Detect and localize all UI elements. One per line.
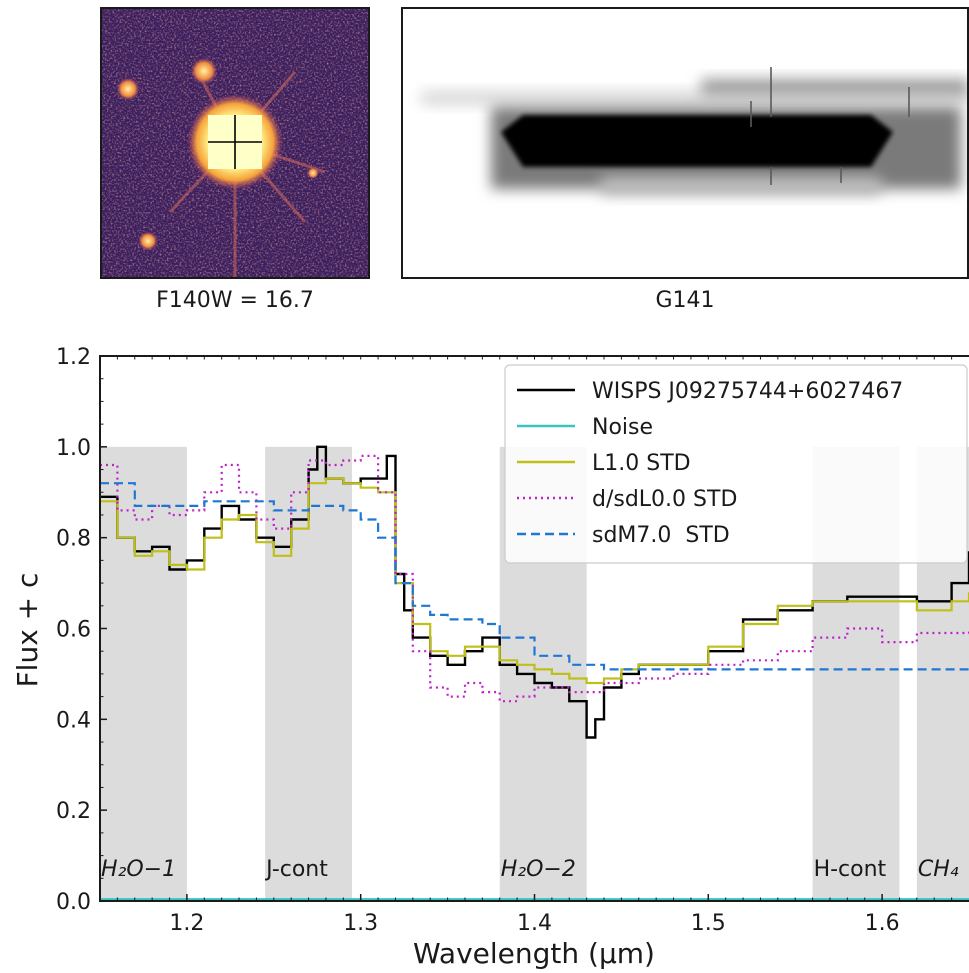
- image-caption: F140W = 16.7: [156, 288, 314, 313]
- spectrum-caption: G141: [655, 288, 715, 313]
- x-tick-label-1: 1.3: [343, 911, 378, 936]
- series-line-0: [100, 445, 969, 739]
- band-label-1: J-cont: [264, 857, 328, 882]
- legend-label-4: sdM7.0 STD: [592, 523, 730, 548]
- y-tick-label-4: 0.8: [56, 527, 91, 552]
- y-tick-label-5: 1.0: [56, 436, 91, 461]
- series-line-2: [100, 477, 969, 685]
- y-axis-label: Flux + c: [11, 573, 44, 688]
- y-tick-label-1: 0.2: [56, 799, 91, 824]
- band-label-4: CH₄: [918, 857, 959, 882]
- grism-spectrum-2d: [401, 7, 969, 279]
- legend-label-3: d/sdL0.0 STD: [592, 487, 737, 512]
- legend-label-0: WISPS J09275744+6027467: [592, 379, 903, 404]
- series-line-4: [100, 482, 969, 671]
- direct-image-thumbnail: [100, 7, 370, 279]
- y-tick-label-3: 0.6: [56, 618, 91, 643]
- x-axis-label: Wavelength (μm): [413, 937, 655, 970]
- band-label-3: H-cont: [814, 857, 887, 882]
- legend-label-1: Noise: [592, 415, 653, 440]
- band-0: [100, 446, 187, 901]
- legend-box: [504, 364, 968, 564]
- series-line-3: [100, 454, 969, 703]
- x-tick-label-2: 1.4: [517, 911, 552, 936]
- y-tick-label-0: 0.0: [56, 890, 91, 915]
- band-labels: H₂O−1 J-cont H₂O−2 H-cont CH₄: [101, 857, 959, 882]
- axis-ticks: 1.2 1.3 1.4 1.5 1.6 0.0 0.2 0.4 0.6 0.8 1.0 1.2: [56, 345, 953, 936]
- x-tick-label-4: 1.6: [865, 911, 900, 936]
- y-tick-label-6: 1.2: [56, 345, 91, 370]
- y-tick-label-2: 0.4: [56, 708, 91, 733]
- band-label-2: H₂O−2: [501, 857, 576, 882]
- band-label-0: H₂O−1: [101, 857, 176, 882]
- legend: WISPS J09275744+6027467 Noise L1.0 STD d/sd…: [504, 364, 968, 564]
- plot-frame: [99, 355, 969, 902]
- legend-label-2: L1.0 STD: [592, 451, 691, 476]
- x-tick-label-3: 1.5: [691, 911, 726, 936]
- x-tick-label-0: 1.2: [169, 911, 204, 936]
- axes-spines: [99, 355, 969, 902]
